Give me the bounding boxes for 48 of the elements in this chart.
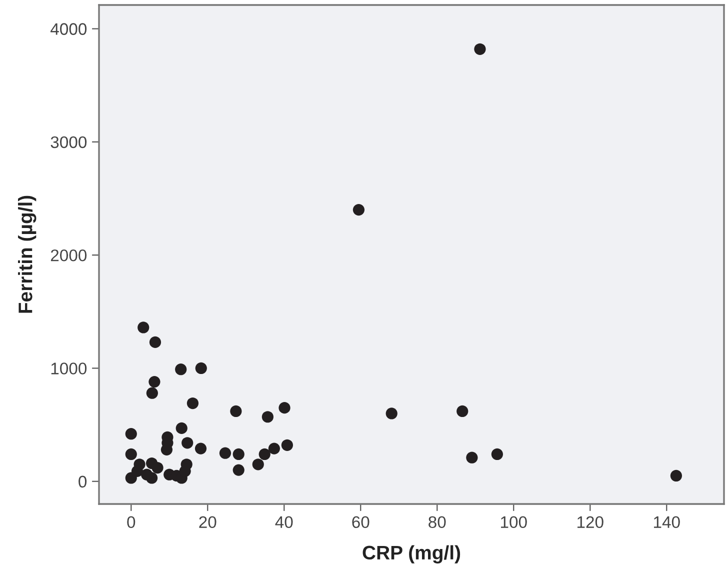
point (138, 322, 150, 334)
point (146, 387, 158, 399)
point (352, 204, 365, 216)
x-tick-label: 60 (352, 516, 370, 528)
point (252, 458, 264, 470)
point (194, 442, 207, 454)
x-tick-label: 40 (275, 516, 293, 528)
point (268, 442, 280, 454)
x-axis-title: CRP (mg/l) (362, 545, 460, 564)
point (125, 428, 137, 440)
point (386, 408, 398, 420)
point (179, 465, 191, 477)
point (230, 405, 242, 418)
x-tick-label: 20 (199, 516, 216, 528)
x-tick-label: 120 (577, 516, 604, 528)
point (125, 448, 137, 460)
point (186, 397, 199, 410)
point (281, 439, 293, 451)
point (141, 468, 153, 480)
point (262, 411, 274, 423)
y-tick-label: 4000 (50, 23, 87, 35)
y-axis-title: Ferritin (µg/l) (18, 196, 36, 313)
point (670, 470, 682, 482)
point (175, 364, 187, 376)
y-tick-label: 3000 (50, 136, 87, 148)
point (148, 376, 160, 388)
x-tick-label: 140 (654, 516, 680, 528)
point (176, 422, 188, 434)
point (182, 437, 194, 449)
x-tick-label: 80 (428, 516, 446, 528)
point (152, 462, 164, 474)
point (278, 402, 290, 414)
x-tick-label: 100 (500, 516, 527, 528)
point (232, 464, 244, 476)
point (258, 448, 270, 460)
point (456, 405, 468, 418)
point (195, 362, 207, 374)
point (219, 447, 232, 459)
point (466, 452, 478, 464)
y-tick-label: 1000 (51, 362, 87, 374)
y-tick-label: 2000 (50, 249, 87, 262)
point (131, 465, 144, 477)
point (232, 448, 244, 460)
y-tick-label: 0 (78, 476, 87, 488)
point (149, 336, 162, 348)
x-tick-label: 0 (127, 516, 136, 528)
point (474, 43, 486, 55)
point (491, 448, 503, 460)
